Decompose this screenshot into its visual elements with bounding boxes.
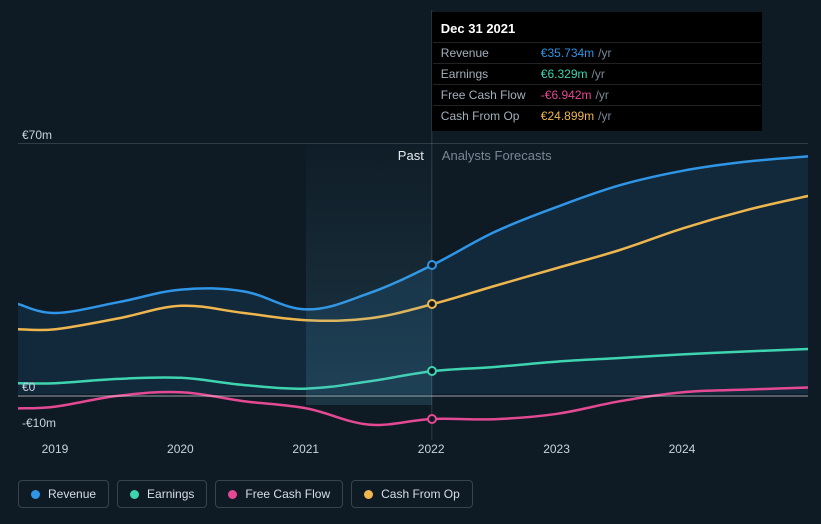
section-divider <box>18 143 808 144</box>
legend-item-revenue[interactable]: Revenue <box>18 480 109 508</box>
tooltip-row-unit: /yr <box>596 88 609 102</box>
tooltip-row-unit: /yr <box>592 67 605 81</box>
y-axis-label: €70m <box>22 128 52 142</box>
zero-axis-line <box>18 395 808 397</box>
y-axis-label: -€10m <box>22 416 56 430</box>
tooltip-row-unit: /yr <box>598 109 611 123</box>
legend-label: Cash From Op <box>381 487 460 501</box>
legend-dot-icon <box>130 490 139 499</box>
legend-label: Free Cash Flow <box>245 487 330 501</box>
hover-marker-revenue <box>427 260 437 270</box>
chart-tooltip: Dec 31 2021 Revenue€35.734m/yrEarnings€6… <box>432 12 762 131</box>
tooltip-row: Free Cash Flow-€6.942m/yr <box>433 84 761 105</box>
tooltip-row-value: -€6.942m <box>541 88 592 102</box>
tooltip-row: Revenue€35.734m/yr <box>433 42 761 63</box>
tooltip-row-label: Free Cash Flow <box>441 88 541 102</box>
legend-dot-icon <box>228 490 237 499</box>
legend-label: Earnings <box>147 487 194 501</box>
hover-marker-free_cash_flow <box>427 414 437 424</box>
tooltip-row-label: Revenue <box>441 46 541 60</box>
legend-item-earnings[interactable]: Earnings <box>117 480 207 508</box>
x-axis-label: 2024 <box>669 442 696 456</box>
legend-item-cash_from_op[interactable]: Cash From Op <box>351 480 473 508</box>
tooltip-row: Cash From Op€24.899m/yr <box>433 105 761 126</box>
x-axis-label: 2021 <box>292 442 319 456</box>
tooltip-row-value: €6.329m <box>541 67 588 81</box>
hover-marker-cash_from_op <box>427 299 437 309</box>
legend-item-free_cash_flow[interactable]: Free Cash Flow <box>215 480 343 508</box>
legend-dot-icon <box>31 490 40 499</box>
x-axis-label: 2022 <box>418 442 445 456</box>
tooltip-title: Dec 31 2021 <box>433 17 761 42</box>
tooltip-row-label: Earnings <box>441 67 541 81</box>
legend-dot-icon <box>364 490 373 499</box>
hover-marker-earnings <box>427 366 437 376</box>
x-axis-label: 2019 <box>42 442 69 456</box>
tooltip-row-value: €35.734m <box>541 46 594 60</box>
legend-label: Revenue <box>48 487 96 501</box>
x-axis-label: 2023 <box>543 442 570 456</box>
section-label-forecasts: Analysts Forecasts <box>442 148 552 163</box>
section-label-past: Past <box>398 148 424 163</box>
y-axis-label: €0 <box>22 380 35 394</box>
tooltip-row-unit: /yr <box>598 46 611 60</box>
tooltip-row-label: Cash From Op <box>441 109 541 123</box>
chart-legend: Revenue Earnings Free Cash Flow Cash From O… <box>18 480 473 508</box>
tooltip-row-value: €24.899m <box>541 109 594 123</box>
tooltip-row: Earnings€6.329m/yr <box>433 63 761 84</box>
x-axis-label: 2020 <box>167 442 194 456</box>
